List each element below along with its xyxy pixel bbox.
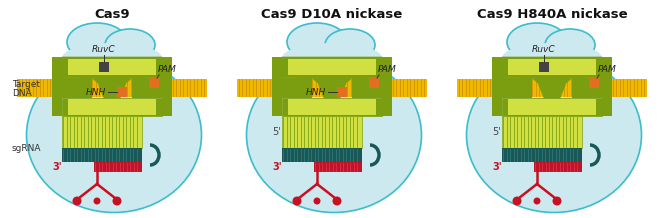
Text: 3': 3' — [272, 162, 282, 172]
Polygon shape — [502, 57, 602, 98]
Text: 5': 5' — [492, 127, 502, 137]
Circle shape — [533, 198, 541, 204]
Circle shape — [112, 196, 122, 206]
Circle shape — [332, 196, 342, 206]
Text: HNH: HNH — [86, 87, 106, 97]
Ellipse shape — [325, 29, 375, 61]
Text: RuvC: RuvC — [532, 45, 556, 54]
Bar — [288, 99, 376, 115]
Bar — [282, 98, 382, 116]
Text: PAM: PAM — [158, 65, 176, 74]
Text: Cas9: Cas9 — [94, 8, 130, 21]
Bar — [502, 116, 582, 148]
Circle shape — [293, 196, 301, 206]
Bar — [94, 162, 142, 172]
Ellipse shape — [287, 23, 347, 61]
Polygon shape — [282, 57, 382, 98]
Text: PAM: PAM — [378, 65, 397, 74]
Circle shape — [553, 196, 561, 206]
Text: Cas9 D10A nickase: Cas9 D10A nickase — [261, 8, 403, 21]
Bar — [589, 78, 599, 88]
Text: Target: Target — [12, 80, 40, 89]
Bar — [62, 116, 142, 148]
Bar — [288, 59, 376, 75]
Polygon shape — [572, 57, 612, 116]
Text: 3': 3' — [52, 162, 62, 172]
Bar — [314, 162, 362, 172]
Ellipse shape — [67, 23, 127, 61]
Bar — [508, 59, 596, 75]
Bar — [457, 79, 647, 88]
Bar — [502, 98, 602, 116]
Bar — [369, 78, 379, 88]
Circle shape — [73, 196, 81, 206]
Bar — [17, 88, 207, 97]
Polygon shape — [492, 57, 532, 116]
Bar — [282, 148, 362, 162]
Text: 3': 3' — [492, 162, 502, 172]
Ellipse shape — [502, 43, 602, 73]
Circle shape — [512, 196, 522, 206]
Polygon shape — [132, 57, 172, 116]
Bar — [149, 78, 159, 88]
Ellipse shape — [282, 43, 382, 73]
Circle shape — [93, 198, 100, 204]
Bar — [62, 98, 162, 116]
Bar — [17, 79, 207, 88]
Polygon shape — [352, 57, 392, 116]
Bar — [68, 59, 156, 75]
Bar — [337, 87, 347, 97]
Ellipse shape — [247, 58, 422, 213]
Bar — [237, 79, 427, 88]
Bar — [508, 99, 596, 115]
Bar — [62, 148, 142, 162]
Ellipse shape — [105, 29, 155, 61]
Text: RuvC: RuvC — [92, 45, 116, 54]
Text: PAM: PAM — [598, 65, 617, 74]
Bar — [534, 162, 582, 172]
Bar — [282, 116, 362, 148]
Ellipse shape — [507, 23, 567, 61]
Bar — [502, 148, 582, 162]
Bar — [68, 99, 156, 115]
Circle shape — [313, 198, 321, 204]
Bar — [117, 87, 127, 97]
Bar — [237, 88, 427, 97]
Text: HNH: HNH — [306, 87, 326, 97]
Ellipse shape — [62, 43, 162, 73]
Text: Cas9 H840A nickase: Cas9 H840A nickase — [477, 8, 627, 21]
Ellipse shape — [545, 29, 595, 61]
Polygon shape — [52, 57, 92, 116]
Polygon shape — [62, 57, 162, 98]
Text: 5': 5' — [272, 127, 282, 137]
Text: sgRNA: sgRNA — [12, 143, 42, 153]
Ellipse shape — [26, 58, 202, 213]
Bar — [539, 62, 549, 72]
Text: DNA: DNA — [12, 89, 32, 97]
Bar — [457, 88, 647, 97]
Polygon shape — [272, 57, 312, 116]
Bar — [99, 62, 109, 72]
Ellipse shape — [467, 58, 641, 213]
